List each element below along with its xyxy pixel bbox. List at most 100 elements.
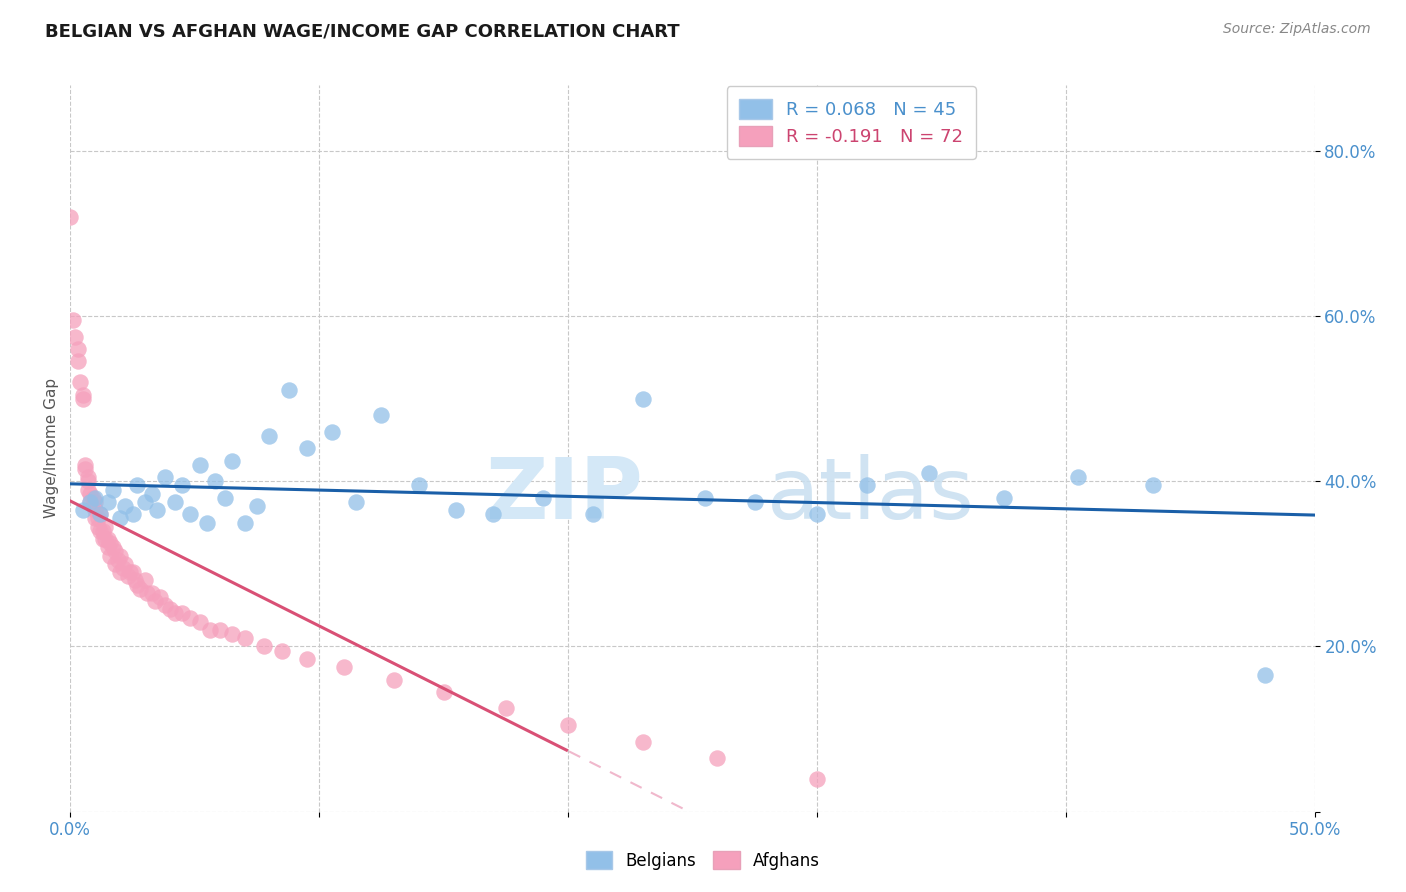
Point: [59, 210, 82, 224]
Point: [108, 511, 131, 525]
Point: [382, 673, 405, 687]
Point: [918, 466, 941, 480]
Point: [433, 685, 456, 699]
Point: [370, 408, 392, 422]
Point: [76, 483, 98, 497]
Point: [107, 553, 129, 567]
Point: [993, 491, 1015, 505]
Point: [163, 607, 186, 621]
Point: [346, 495, 368, 509]
Point: [121, 508, 143, 522]
Point: [806, 508, 828, 522]
Point: [66, 354, 89, 368]
Point: [233, 516, 256, 530]
Y-axis label: Wage/Income Gap: Wage/Income Gap: [44, 378, 59, 518]
Point: [127, 577, 149, 591]
Point: [69, 375, 91, 389]
Point: [84, 503, 107, 517]
Point: [86, 511, 108, 525]
Point: [159, 602, 181, 616]
Point: [744, 495, 766, 509]
Point: [98, 536, 121, 550]
Point: [214, 491, 236, 505]
Point: [111, 561, 134, 575]
Point: [82, 499, 104, 513]
Point: [259, 429, 281, 443]
Point: [221, 627, 243, 641]
Point: [98, 549, 121, 563]
Point: [79, 486, 101, 500]
Point: [101, 541, 124, 555]
Point: [89, 508, 111, 522]
Point: [79, 495, 101, 509]
Point: [75, 458, 97, 472]
Point: [295, 652, 318, 666]
Point: [97, 532, 120, 546]
Point: [97, 541, 120, 555]
Point: [188, 458, 211, 472]
Point: [253, 640, 276, 654]
Point: [104, 544, 127, 558]
Point: [179, 508, 201, 522]
Point: [163, 495, 186, 509]
Point: [208, 623, 231, 637]
Point: [127, 478, 149, 492]
Point: [198, 623, 221, 637]
Point: [101, 483, 124, 497]
Point: [84, 491, 107, 505]
Point: [141, 586, 163, 600]
Point: [129, 582, 152, 596]
Point: [84, 495, 107, 509]
Point: [86, 519, 108, 533]
Point: [72, 392, 94, 406]
Point: [97, 495, 120, 509]
Point: [444, 503, 467, 517]
Point: [855, 478, 877, 492]
Point: [66, 342, 89, 356]
Point: [188, 615, 211, 629]
Point: [108, 549, 131, 563]
Point: [1254, 668, 1277, 682]
Point: [72, 387, 94, 401]
Legend: Belgians, Afghans: Belgians, Afghans: [579, 845, 827, 877]
Point: [134, 495, 156, 509]
Point: [172, 607, 194, 621]
Point: [75, 462, 97, 476]
Point: [72, 503, 94, 517]
Point: [143, 594, 166, 608]
Point: [1142, 478, 1164, 492]
Point: [631, 392, 654, 406]
Point: [146, 503, 169, 517]
Point: [693, 491, 716, 505]
Point: [333, 660, 356, 674]
Point: [114, 499, 136, 513]
Point: [706, 751, 728, 765]
Point: [76, 470, 98, 484]
Point: [91, 532, 114, 546]
Point: [582, 508, 605, 522]
Point: [204, 475, 226, 489]
Point: [153, 470, 176, 484]
Point: [114, 557, 136, 571]
Point: [557, 718, 579, 732]
Point: [221, 453, 243, 467]
Point: [179, 610, 201, 624]
Legend: R = 0.068   N = 45, R = -0.191   N = 72: R = 0.068 N = 45, R = -0.191 N = 72: [727, 87, 976, 159]
Point: [631, 734, 654, 748]
Point: [495, 701, 517, 715]
Point: [65, 329, 87, 343]
Point: [806, 772, 828, 786]
Text: Source: ZipAtlas.com: Source: ZipAtlas.com: [1223, 22, 1371, 37]
Point: [76, 475, 98, 489]
Point: [136, 586, 159, 600]
Point: [482, 508, 505, 522]
Point: [153, 598, 176, 612]
Point: [124, 574, 146, 588]
Point: [195, 516, 218, 530]
Point: [89, 524, 111, 538]
Point: [408, 478, 430, 492]
Point: [295, 441, 318, 455]
Point: [531, 491, 554, 505]
Point: [246, 499, 269, 513]
Text: atlas: atlas: [768, 454, 976, 537]
